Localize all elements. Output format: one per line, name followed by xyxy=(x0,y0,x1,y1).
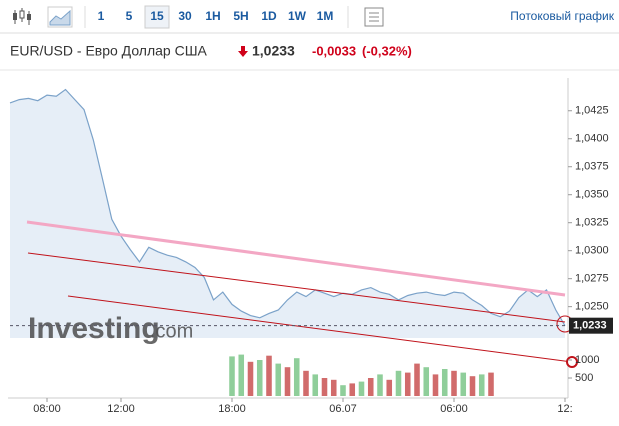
volume-bar xyxy=(460,372,467,396)
stream-link[interactable]: Потоковый график xyxy=(510,9,614,23)
trend-line xyxy=(26,220,566,297)
instrument-name: EUR/USD - Евро Доллар США xyxy=(10,43,208,59)
volume-bar xyxy=(238,354,245,396)
volume-bar xyxy=(367,378,374,396)
price-line xyxy=(9,88,566,327)
settings-icon[interactable] xyxy=(364,7,384,27)
watermark-suffix: .com xyxy=(150,320,193,342)
volume-bar xyxy=(377,374,383,396)
interval-button[interactable]: 15 xyxy=(150,9,164,23)
volume-bar xyxy=(404,372,411,396)
y2-tick-label: 1000 xyxy=(575,354,599,366)
volume-bar xyxy=(284,367,291,396)
x-tick-label: 12:00 xyxy=(107,403,135,415)
volume-bar xyxy=(349,383,356,396)
y-tick-label: 1,0425 xyxy=(575,105,609,117)
y-tick-label: 1,0250 xyxy=(575,301,609,313)
volume-bar xyxy=(386,379,393,396)
y-tick-label: 1,0325 xyxy=(575,217,609,229)
last-price-tag xyxy=(569,317,613,334)
volume-bar xyxy=(423,367,430,396)
volume-bar xyxy=(451,370,457,396)
header-price: 1,0233 xyxy=(252,43,295,59)
interval-button[interactable]: 5 xyxy=(126,9,133,23)
volume-bar xyxy=(275,363,282,396)
volume-bar xyxy=(312,374,319,396)
volume-bar xyxy=(358,381,365,396)
x-tick-label: 06.07 xyxy=(329,403,357,415)
y-tick-label: 1,0350 xyxy=(575,189,609,201)
volume-bar xyxy=(488,372,494,396)
y2-tick-label: 500 xyxy=(575,372,593,384)
volume-bar xyxy=(247,361,254,396)
area-icon[interactable] xyxy=(47,6,73,28)
watermark-brand: Investing xyxy=(28,312,160,345)
volume-bar xyxy=(229,356,235,396)
volume-bar xyxy=(441,369,448,396)
volume-bar xyxy=(414,363,420,396)
volume-bar xyxy=(469,376,476,396)
interval-button[interactable]: 1H xyxy=(205,9,220,23)
y-tick-label: 1,0275 xyxy=(575,273,609,285)
volume-bar xyxy=(432,374,439,396)
toolbar xyxy=(0,0,619,33)
candle-icon[interactable] xyxy=(13,8,31,25)
y-tick-label: 1,0375 xyxy=(575,161,609,173)
interval-button[interactable]: 1M xyxy=(317,9,334,23)
area-fill xyxy=(10,89,565,338)
header-change: -0,0033 xyxy=(312,43,356,58)
active-interval xyxy=(144,5,170,29)
interval-button[interactable]: 1D xyxy=(261,9,277,23)
interval-button[interactable]: 5H xyxy=(233,9,248,23)
volume-bar xyxy=(303,370,309,396)
x-tick-label: 12: xyxy=(557,403,572,415)
volume-bar xyxy=(395,370,402,396)
x-tick-label: 08:00 xyxy=(33,403,61,415)
volume-bar xyxy=(330,379,337,396)
header-change-pct: (-0,32%) xyxy=(362,43,412,58)
down-arrow xyxy=(238,46,248,57)
volume-bar xyxy=(478,374,485,396)
x-tick-label: 06:00 xyxy=(440,403,468,415)
y-tick-label: 1,0400 xyxy=(575,133,609,145)
trend-line xyxy=(27,252,566,323)
volume-bar xyxy=(256,360,263,396)
x-tick-label: 18:00 xyxy=(218,403,246,415)
trend-line xyxy=(67,295,573,363)
volume-bar xyxy=(321,378,328,396)
volume-bar xyxy=(340,385,346,396)
volume-bar xyxy=(266,355,272,396)
interval-button[interactable]: 1W xyxy=(288,9,307,23)
volume-bar xyxy=(293,358,300,396)
y-tick-label: 1,0300 xyxy=(575,245,609,257)
last-price-label: 1,0233 xyxy=(573,320,607,332)
interval-button[interactable]: 30 xyxy=(178,9,192,23)
interval-button[interactable]: 1 xyxy=(98,9,105,23)
plot xyxy=(9,88,566,396)
